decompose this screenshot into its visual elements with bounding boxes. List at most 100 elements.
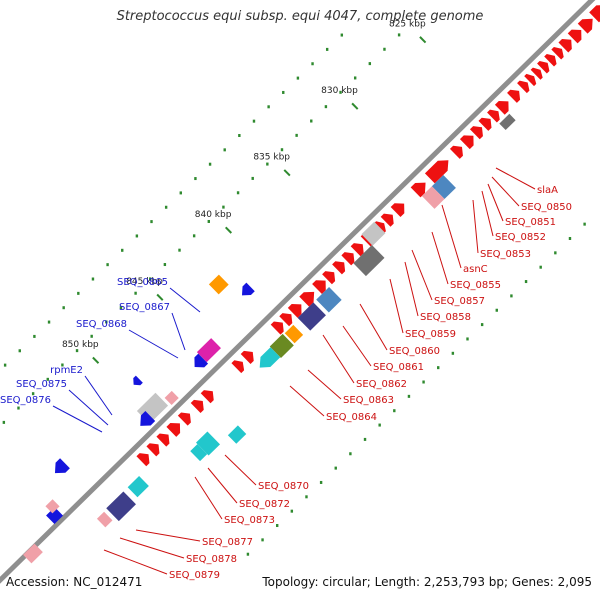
plus-gene-label: rpmE2 bbox=[50, 365, 83, 376]
minus-strand-gene-35-shape bbox=[200, 390, 214, 404]
minus-strand-gene-18-shape bbox=[424, 160, 449, 184]
track-dot bbox=[47, 320, 51, 324]
minus-strand-gene-30-shape bbox=[287, 304, 302, 318]
track-dot bbox=[275, 524, 279, 528]
minus-gene-label: SEQ_0858 bbox=[420, 312, 471, 323]
track-dot bbox=[319, 480, 323, 484]
callout-line-minus bbox=[487, 183, 504, 222]
scale-tick-label: 835 kbp bbox=[253, 153, 290, 163]
minus-strand-gene-6 bbox=[544, 53, 557, 67]
minus-gene-label: SEQ_0860 bbox=[389, 346, 440, 357]
track-dot bbox=[363, 437, 367, 441]
minus-strand-gene-41-shape bbox=[136, 453, 150, 467]
callout-line-minus bbox=[307, 369, 342, 400]
minus-strand-gene-4 bbox=[558, 39, 572, 53]
callout-line-minus bbox=[224, 454, 257, 486]
plus-gene-blue-b bbox=[194, 353, 209, 368]
plus-gene-magenta bbox=[196, 338, 221, 363]
minus-gene-grey-b bbox=[353, 245, 385, 277]
minus-strand-gene-33 bbox=[240, 350, 254, 365]
minus-gene-label: SEQ_0878 bbox=[186, 554, 237, 565]
minus-strand-gene-39-shape bbox=[156, 433, 170, 447]
callout-line-minus bbox=[404, 261, 419, 317]
minus-strand-gene-15-shape bbox=[469, 126, 483, 140]
track-dot bbox=[266, 162, 269, 166]
minus-strand-gene-25-shape bbox=[341, 252, 355, 266]
minus-gene-label: SEQ_0872 bbox=[239, 499, 290, 510]
minus-strand-gene-37-shape bbox=[177, 412, 191, 426]
gene-callouts: slaA SEQ_0850 SEQ_0851 SEQ_0852 SEQ_0853 asnC… bbox=[0, 167, 572, 581]
minus-gene-label: SEQ_0862 bbox=[356, 379, 407, 390]
plus-gene-label: SEQ_0868 bbox=[76, 319, 127, 330]
plus-gene-blue-a-shape bbox=[242, 282, 255, 296]
track-dot bbox=[524, 280, 528, 284]
callout-line-plus bbox=[84, 375, 113, 416]
minus-strand-gene-18 bbox=[424, 160, 449, 184]
scale-tick-mark bbox=[92, 356, 100, 364]
plus-gene-pink-b-shape bbox=[45, 499, 60, 514]
plus-gene-blue-b-shape bbox=[194, 353, 209, 368]
topology-label: Topology: circular; Length: 2,253,793 bp… bbox=[262, 575, 592, 589]
track-dot bbox=[106, 263, 109, 267]
minus-strand-gene-9 bbox=[524, 73, 537, 87]
minus-gene-grey-a bbox=[499, 113, 516, 131]
track-dot bbox=[437, 366, 440, 370]
track-dot bbox=[495, 308, 498, 312]
scale-tick-label: 830 kbp bbox=[321, 86, 358, 96]
track-dot bbox=[280, 148, 284, 152]
minus-strand-gene-1 bbox=[589, 4, 600, 23]
track-dot bbox=[393, 409, 396, 413]
track-dot bbox=[252, 119, 256, 123]
track-dot bbox=[192, 234, 196, 238]
plus-gene-blue-a bbox=[242, 282, 255, 296]
callout-line-minus bbox=[103, 549, 168, 575]
minus-strand-gene-20-shape bbox=[390, 203, 405, 218]
minus-strand-gene-40-shape bbox=[146, 443, 160, 457]
track-dot bbox=[18, 349, 21, 353]
minus-strand-gene-38-shape bbox=[166, 423, 181, 437]
track-dot bbox=[222, 205, 225, 209]
scale-tick-label: 840 kbp bbox=[195, 210, 232, 220]
callout-line-minus bbox=[472, 199, 479, 254]
track-dot bbox=[164, 205, 168, 209]
track-dot bbox=[134, 291, 137, 295]
minus-gene-steelblue-b bbox=[316, 287, 342, 313]
minus-strand-gene-28-shape bbox=[312, 280, 326, 295]
scale-tick-mark bbox=[283, 169, 291, 177]
track-dot bbox=[179, 191, 182, 195]
track-dot bbox=[295, 133, 298, 137]
minus-strand-gene-10-shape bbox=[517, 80, 530, 94]
minus-strand-gene-15 bbox=[469, 126, 483, 140]
track-dot bbox=[194, 177, 197, 181]
minus-gene-label: SEQ_0873 bbox=[224, 515, 275, 526]
minus-gene-darkblue-a-shape bbox=[297, 302, 326, 331]
minus-gene-cyan-d-shape bbox=[190, 444, 208, 462]
minus-gene-label: SEQ_0855 bbox=[450, 280, 501, 291]
minus-strand-gene-10 bbox=[517, 80, 530, 94]
callout-line-plus bbox=[171, 312, 186, 351]
callout-line-plus bbox=[68, 389, 109, 426]
minus-strand-gene-35 bbox=[200, 390, 214, 404]
minus-gene-pink-a bbox=[421, 186, 445, 209]
track-dot bbox=[17, 406, 20, 410]
scale-ticks: 825 kbp 830 kbp 835 kbp 840 kbp 845 kbp 850 k… bbox=[62, 20, 427, 364]
track-dot bbox=[368, 62, 372, 66]
track-dot bbox=[305, 495, 308, 499]
minus-strand-gene-5 bbox=[551, 46, 564, 60]
track-dot bbox=[90, 334, 93, 338]
minus-strand-gene-17 bbox=[449, 145, 463, 159]
minus-gene-grey-b-shape bbox=[353, 245, 385, 277]
track-dot bbox=[466, 337, 469, 341]
minus-gene-label: SEQ_0857 bbox=[434, 296, 485, 307]
track-dot bbox=[407, 394, 411, 398]
minus-gene-grey-a-shape bbox=[499, 113, 516, 131]
minus-gene-cyan-a-shape bbox=[259, 347, 281, 368]
track-dot bbox=[510, 294, 513, 298]
callout-line-minus bbox=[411, 249, 433, 301]
track-dot bbox=[246, 552, 250, 556]
callout-line-plus bbox=[52, 405, 103, 433]
minus-strand-gene-38 bbox=[166, 423, 181, 437]
track-dot bbox=[397, 33, 401, 37]
minus-gene-darkblue-a bbox=[297, 302, 326, 331]
